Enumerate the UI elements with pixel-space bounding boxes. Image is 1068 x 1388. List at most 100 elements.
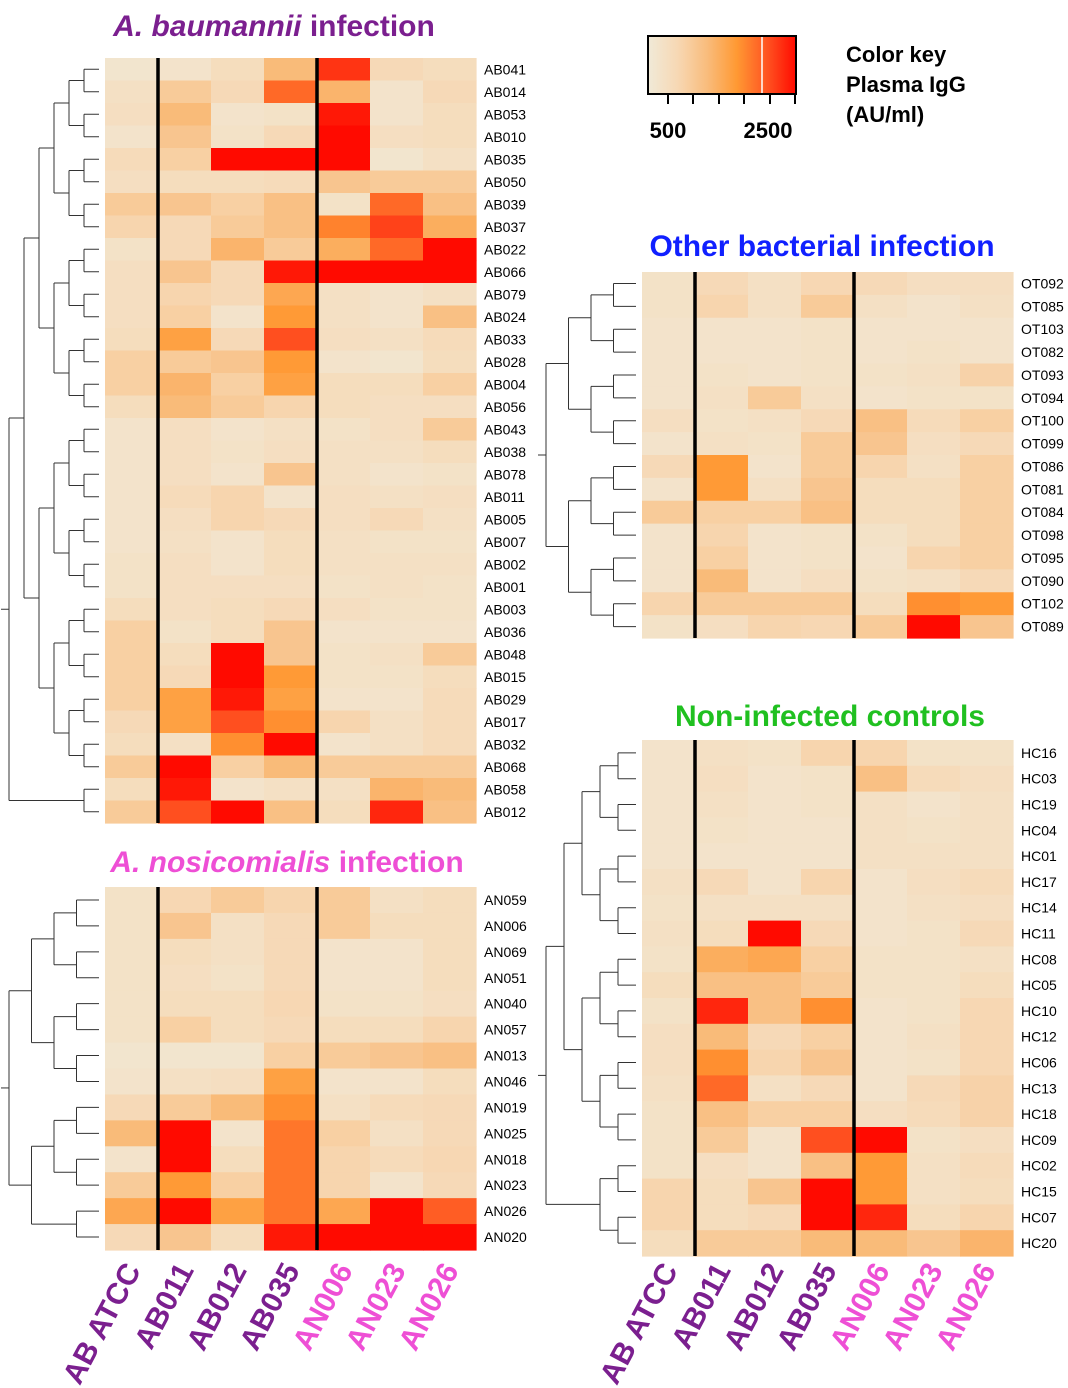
heatmap-cell xyxy=(105,1120,159,1147)
row-label: AN057 xyxy=(484,1022,527,1038)
heatmap-cell xyxy=(748,615,802,639)
heatmap-cell xyxy=(423,800,477,824)
heatmap-cell xyxy=(423,373,477,397)
heatmap-cell xyxy=(105,463,159,487)
heatmap-cell xyxy=(211,964,265,992)
color-key-tick-label: 500 xyxy=(650,118,687,143)
heatmap-cell xyxy=(158,733,212,757)
row-label: HC02 xyxy=(1021,1158,1057,1174)
heatmap-cell xyxy=(907,1127,961,1154)
heatmap-cell xyxy=(105,148,159,172)
heatmap-cell xyxy=(854,1230,908,1257)
heatmap-cell xyxy=(423,938,477,966)
heatmap-cell xyxy=(748,894,802,922)
row-label: AN069 xyxy=(484,944,527,960)
heatmap-cell xyxy=(695,1230,749,1257)
heatmap-cell xyxy=(801,946,855,973)
heatmap-cell xyxy=(907,1075,961,1102)
heatmap-cell xyxy=(801,920,855,947)
column-label: AB ATCC xyxy=(57,1258,148,1388)
heatmap-cell xyxy=(423,193,477,217)
heatmap-cell xyxy=(960,432,1014,456)
heatmap-cell xyxy=(642,740,696,767)
heatmap-cell xyxy=(370,58,424,82)
heatmap-cell xyxy=(907,843,961,870)
heatmap-cell xyxy=(158,238,212,262)
heatmap-cell xyxy=(748,569,802,593)
heatmap-cell xyxy=(211,170,265,194)
heatmap-cell xyxy=(370,688,424,712)
heatmap-cell xyxy=(423,305,477,329)
heatmap-cell xyxy=(158,643,212,667)
heatmap-cell xyxy=(423,148,477,172)
heatmap-cell xyxy=(264,103,318,127)
heatmap-cell xyxy=(801,455,855,479)
heatmap-cell xyxy=(264,373,318,397)
heatmap-cell xyxy=(317,553,371,577)
heatmap-cell xyxy=(264,193,318,217)
heatmap-cell xyxy=(105,508,159,532)
heatmap-cell xyxy=(264,887,318,914)
heatmap-cell xyxy=(264,328,318,352)
row-label: AB033 xyxy=(484,331,526,347)
heatmap-cell xyxy=(960,1101,1014,1128)
heatmap-cell xyxy=(370,148,424,172)
heatmap-cell xyxy=(642,998,696,1025)
heatmap-cell xyxy=(960,946,1014,973)
heatmap-cell xyxy=(748,817,802,844)
column-label: AB ATCC xyxy=(594,1258,685,1388)
heatmap-cell xyxy=(801,592,855,616)
heatmap-cell xyxy=(211,733,265,757)
heatmap-cell xyxy=(854,272,908,296)
heatmap-cell xyxy=(907,386,961,410)
heatmap-cell xyxy=(748,1152,802,1180)
heatmap-cell xyxy=(105,1146,159,1173)
heatmap-cell xyxy=(158,1146,212,1173)
heatmap-cell xyxy=(317,350,371,374)
heatmap-cell xyxy=(748,500,802,525)
heatmap-cell xyxy=(317,463,371,487)
heatmap-cell xyxy=(105,643,159,667)
row-label: HC09 xyxy=(1021,1132,1057,1148)
heatmap-cell xyxy=(642,363,696,387)
heatmap-cell xyxy=(317,238,371,262)
heatmap-cell xyxy=(748,1075,802,1102)
heatmap-cell xyxy=(370,193,424,217)
heatmap-cell xyxy=(907,432,961,456)
heatmap-cell xyxy=(695,340,749,365)
heatmap-cell xyxy=(695,317,749,342)
heatmap-cell xyxy=(370,1146,424,1173)
row-label: OT093 xyxy=(1021,367,1064,383)
heatmap-cell xyxy=(264,170,318,194)
row-label: AB022 xyxy=(484,241,526,257)
heatmap-cell xyxy=(907,894,961,922)
heatmap-cell xyxy=(211,688,265,712)
heatmap-cell xyxy=(642,386,696,410)
heatmap-cell xyxy=(264,260,318,284)
heatmap-cell xyxy=(211,887,265,914)
heatmap-cell xyxy=(748,432,802,456)
heatmap-cell xyxy=(370,260,424,284)
heatmap-cell xyxy=(854,869,908,896)
heatmap-cell xyxy=(695,546,749,570)
heatmap-cell xyxy=(317,990,371,1018)
heatmap-cell xyxy=(801,523,855,548)
heatmap-cell xyxy=(370,1068,424,1096)
heatmap-cell xyxy=(264,938,318,966)
heatmap-cell xyxy=(264,148,318,172)
heatmap-cell xyxy=(801,409,855,433)
heatmap-cell xyxy=(907,740,961,767)
heatmap-cell xyxy=(423,395,477,419)
heatmap-cell xyxy=(317,80,371,104)
heatmap-cell xyxy=(317,755,371,779)
heatmap-cell xyxy=(695,272,749,296)
heatmap-cell xyxy=(423,58,477,82)
heatmap-cell xyxy=(211,643,265,667)
heatmap-cell xyxy=(748,920,802,947)
heatmap-cell xyxy=(211,193,265,217)
heatmap-cell xyxy=(748,409,802,433)
heatmap-cell xyxy=(960,1152,1014,1180)
heatmap-cell xyxy=(907,946,961,973)
heatmap-cell xyxy=(211,350,265,374)
heatmap-cell xyxy=(854,317,908,342)
